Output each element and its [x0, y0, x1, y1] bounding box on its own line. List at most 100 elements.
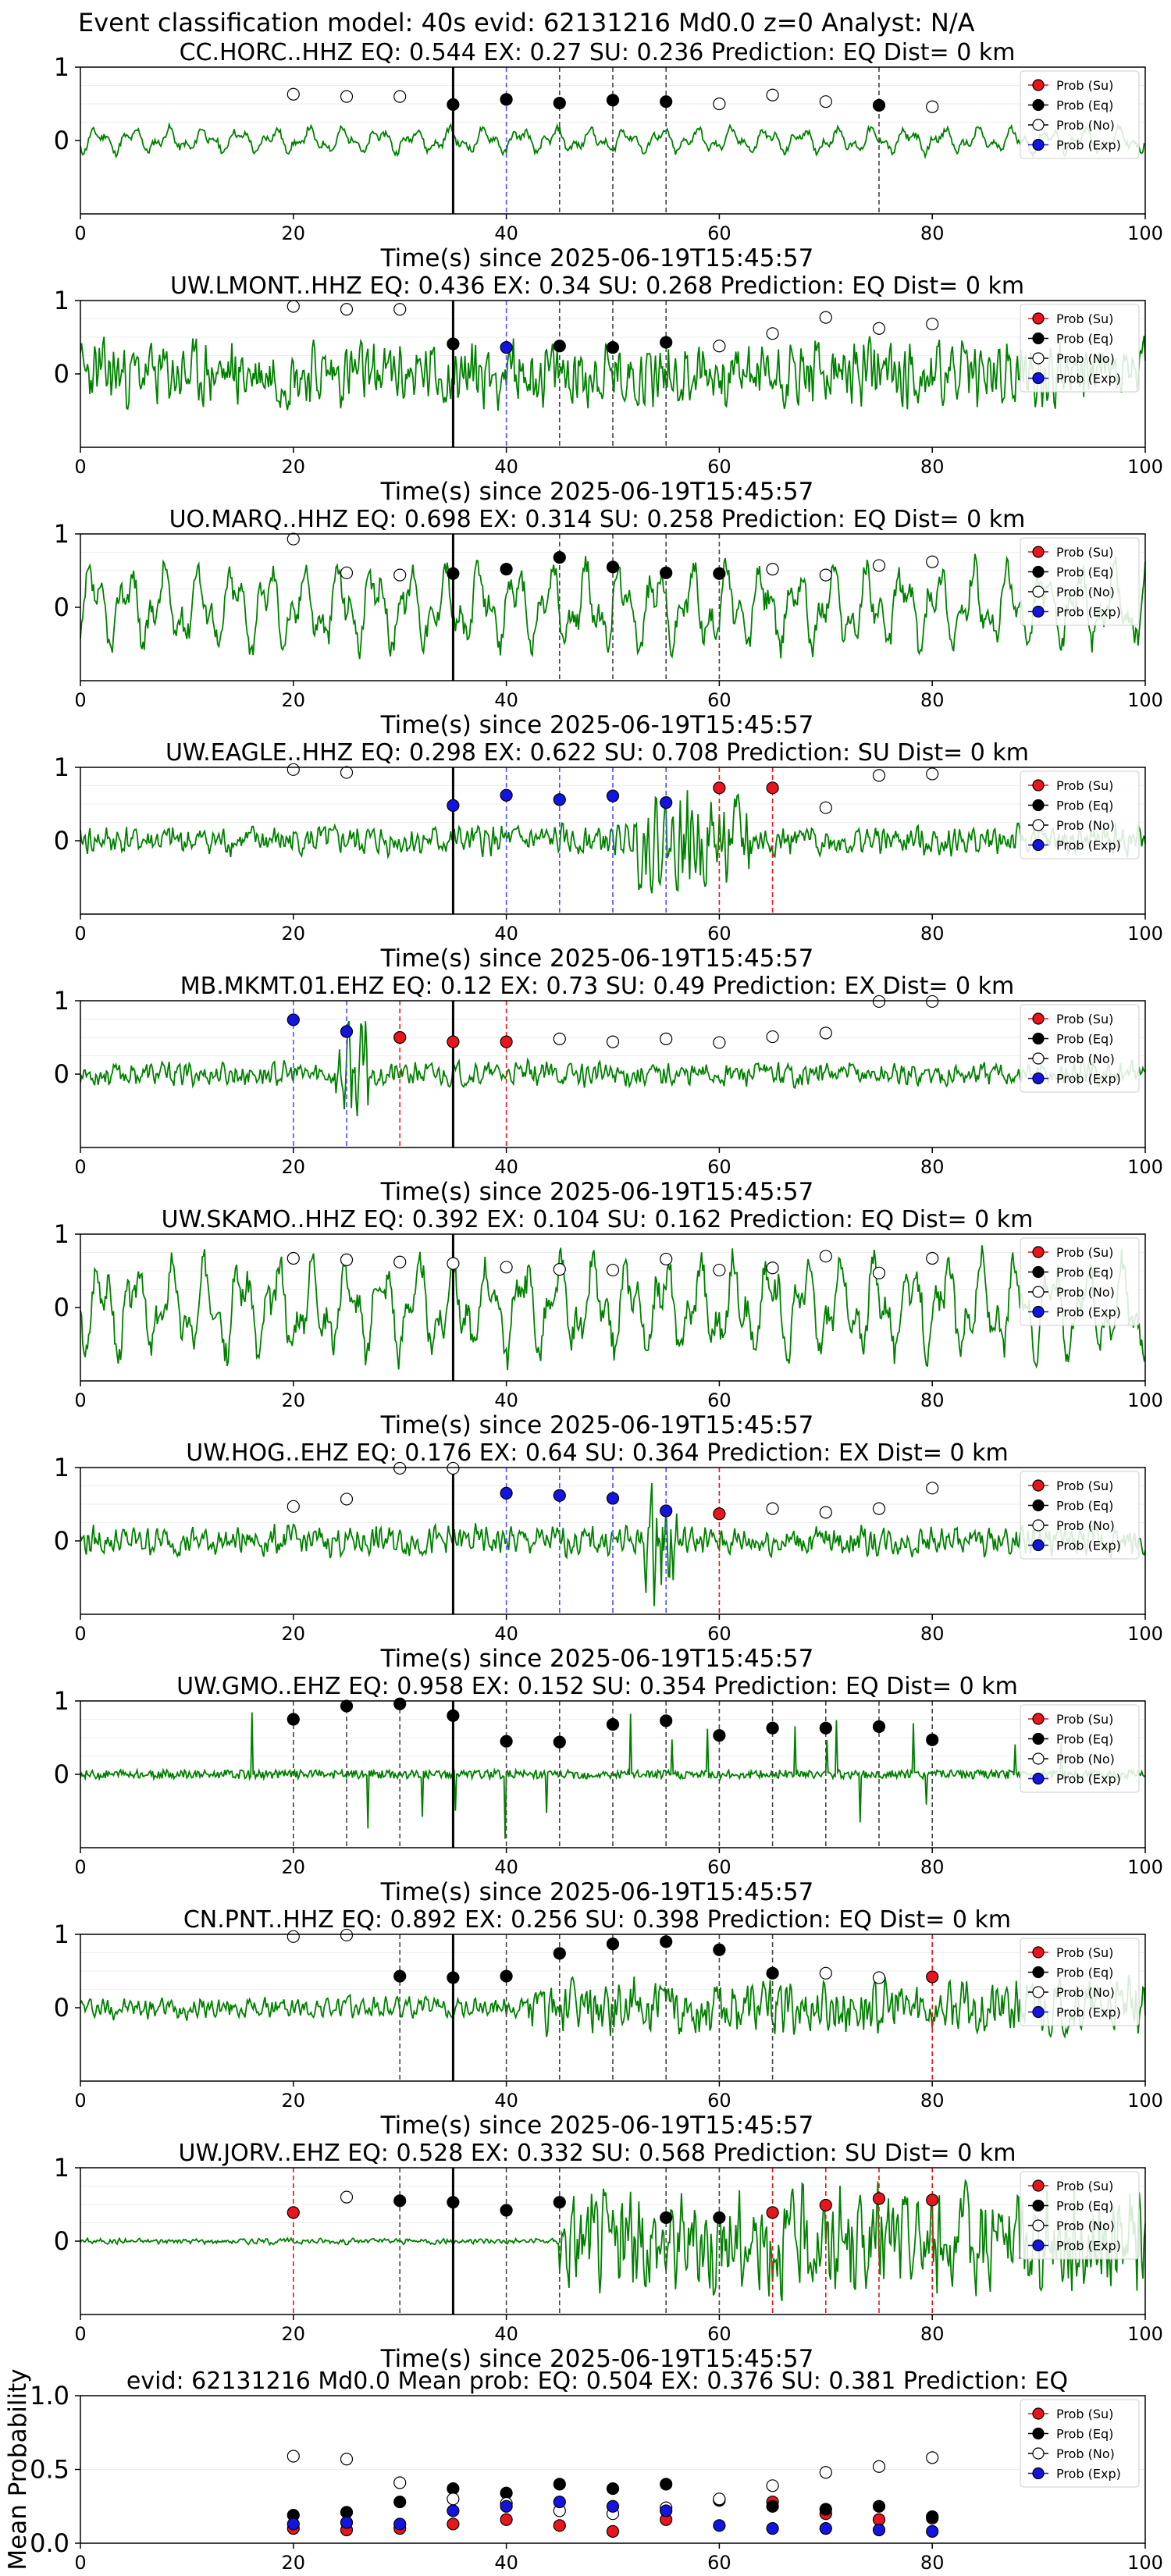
y-tick-label: 0	[54, 359, 69, 389]
legend-marker-exp	[1032, 838, 1045, 852]
point-no	[287, 300, 300, 313]
point-exp	[553, 793, 566, 806]
legend-marker-exp	[1032, 1305, 1045, 1318]
x-tick-label: 40	[494, 2323, 518, 2345]
point-eq	[447, 98, 460, 112]
legend-box	[1020, 304, 1140, 393]
panel-title: evid: 62131216 Md0.0 Mean prob: EQ: 0.50…	[126, 2368, 1068, 2395]
point-eq	[660, 2211, 673, 2225]
x-tick-label: 20	[282, 222, 306, 244]
x-axis-label: Time(s) since 2025-06-19T15:45:57	[380, 244, 814, 272]
point-no	[287, 1251, 300, 1265]
waveform-line	[80, 1245, 1146, 1371]
point-no	[287, 2450, 300, 2463]
legend-label: Prob (Su)	[1056, 1245, 1113, 1260]
x-tick-label: 80	[920, 456, 945, 478]
y-tick-label: 0.5	[30, 2455, 69, 2485]
legend-label: Prob (Eq)	[1056, 98, 1113, 113]
legend-label: Prob (Eq)	[1056, 1265, 1113, 1280]
legend-label: Prob (No)	[1056, 1985, 1115, 2000]
x-tick-label: 40	[494, 1156, 518, 1178]
x-tick-label: 0	[74, 1389, 86, 1411]
point-eq	[872, 1720, 886, 1733]
point-exp	[287, 2517, 300, 2531]
x-tick-label: 80	[920, 689, 945, 711]
legend-label: Prob (Su)	[1056, 778, 1113, 793]
legend-marker-no	[1032, 1519, 1045, 1532]
point-no	[340, 766, 354, 779]
x-tick-label: 60	[707, 2090, 731, 2112]
point-no	[660, 1032, 673, 1045]
point-su	[766, 2206, 779, 2219]
y-tick-label: 0	[54, 826, 69, 856]
x-tick-label: 40	[494, 222, 518, 244]
legend-marker-eq	[1032, 1265, 1045, 1279]
point-su	[926, 2194, 939, 2207]
point-no	[872, 1266, 886, 1279]
point-no	[393, 568, 407, 582]
panel-2: UO.MARQ..HHZ EQ: 0.698 EX: 0.314 SU: 0.2…	[54, 506, 1163, 739]
point-su	[287, 2206, 300, 2219]
point-exp	[713, 2519, 726, 2532]
point-su	[393, 1030, 407, 1044]
legend-label: Prob (No)	[1056, 585, 1115, 600]
point-exp	[447, 2504, 460, 2517]
x-tick-label: 100	[1127, 923, 1163, 945]
legend-label: Prob (Su)	[1056, 545, 1113, 560]
y-tick-label: 1	[54, 286, 69, 315]
legend-label: Prob (Exp)	[1056, 372, 1121, 386]
point-exp	[500, 788, 513, 802]
x-axis-label: Time(s) since 2025-06-19T15:45:57	[380, 945, 814, 973]
point-eq	[553, 1947, 566, 1960]
point-no	[872, 559, 886, 572]
x-tick-label: 60	[707, 2323, 731, 2345]
panel-1: UW.LMONT..HHZ EQ: 0.436 EX: 0.34 SU: 0.2…	[54, 272, 1163, 506]
point-eq	[447, 1971, 460, 1984]
legend-label: Prob (Exp)	[1056, 838, 1121, 853]
point-no	[926, 994, 939, 1009]
legend-box	[1020, 1237, 1140, 1326]
point-su	[447, 2517, 460, 2531]
panel-7: UW.GMO..EHZ EQ: 0.958 EX: 0.152 SU: 0.35…	[54, 1673, 1163, 1906]
point-su	[500, 2513, 513, 2526]
point-eq	[340, 1699, 354, 1713]
point-su	[447, 1035, 460, 1048]
panel-title: UO.MARQ..HHZ EQ: 0.698 EX: 0.314 SU: 0.2…	[169, 506, 1026, 533]
legend-box	[1020, 1704, 1140, 1793]
point-eq	[393, 1697, 407, 1710]
point-no	[819, 1506, 832, 1519]
legend-marker-no	[1032, 1752, 1045, 1765]
x-tick-label: 60	[707, 456, 731, 478]
point-no	[713, 2492, 726, 2506]
point-eq	[393, 1969, 407, 1983]
x-tick-label: 100	[1127, 2552, 1163, 2574]
y-tick-label: 0	[54, 1293, 69, 1322]
legend-marker-eq	[1032, 98, 1045, 112]
point-su	[872, 2192, 886, 2205]
point-no	[766, 2479, 779, 2492]
waveform-line	[80, 122, 1146, 160]
point-eq	[553, 1735, 566, 1749]
point-no	[340, 2190, 354, 2204]
x-tick-label: 40	[494, 923, 518, 945]
point-exp	[660, 1504, 673, 1517]
point-no	[872, 2460, 886, 2473]
waveform-line	[80, 1482, 1146, 1606]
x-tick-label: 100	[1127, 689, 1163, 711]
legend-marker-eq	[1032, 1966, 1045, 1979]
x-tick-label: 80	[920, 1856, 945, 1878]
point-exp	[447, 799, 460, 812]
x-tick-label: 60	[707, 1623, 731, 1645]
legend-box	[1020, 1937, 1140, 2026]
legend: Prob (Su) Prob (Eq) Prob (No) Prob (Exp)	[1020, 537, 1140, 626]
legend-marker-no	[1032, 352, 1045, 365]
point-no	[713, 340, 726, 353]
x-tick-label: 20	[282, 923, 306, 945]
x-axis-label: Time(s) since 2025-06-19T15:45:57	[380, 1645, 814, 1673]
y-tick-label: 0.0	[30, 2528, 69, 2558]
legend-marker-su	[1032, 779, 1045, 792]
point-eq	[872, 98, 886, 112]
legend-label: Prob (Exp)	[1056, 1772, 1121, 1787]
point-no	[287, 763, 300, 776]
point-eq	[766, 1721, 779, 1735]
